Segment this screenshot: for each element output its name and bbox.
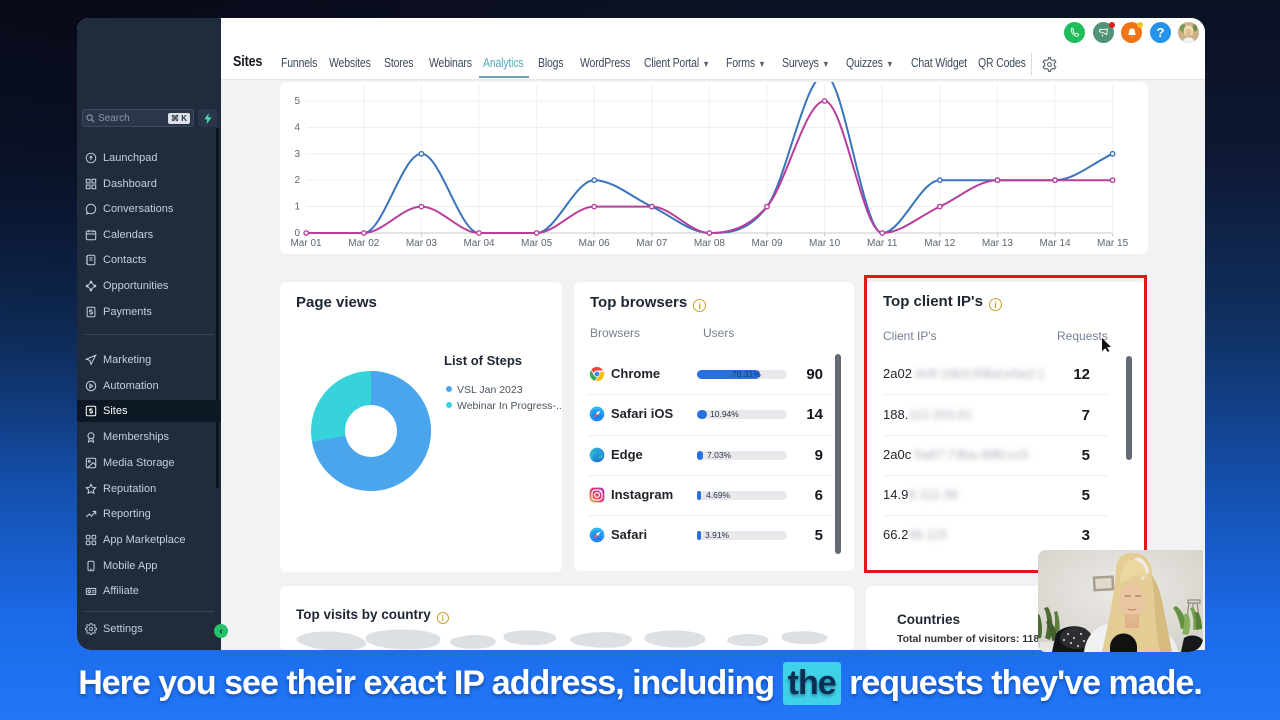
svg-text:Mar 07: Mar 07: [636, 238, 668, 249]
svg-text:5: 5: [294, 96, 300, 107]
svg-text:1: 1: [294, 202, 300, 213]
svg-text:0: 0: [294, 228, 300, 239]
svg-text:Mar 03: Mar 03: [406, 238, 438, 249]
svg-text:Mar 10: Mar 10: [809, 238, 841, 249]
svg-text:3: 3: [294, 149, 300, 160]
svg-text:Mar 06: Mar 06: [579, 238, 611, 249]
svg-text:2: 2: [294, 175, 300, 186]
svg-text:Mar 04: Mar 04: [463, 238, 495, 249]
svg-text:Mar 11: Mar 11: [867, 238, 898, 249]
svg-text:4: 4: [294, 122, 300, 133]
svg-text:Mar 12: Mar 12: [924, 238, 956, 249]
svg-text:Mar 08: Mar 08: [694, 238, 726, 249]
svg-text:Mar 15: Mar 15: [1097, 238, 1129, 249]
svg-text:Mar 13: Mar 13: [982, 238, 1014, 249]
svg-text:Mar 09: Mar 09: [751, 238, 783, 249]
svg-text:Mar 02: Mar 02: [348, 238, 380, 249]
svg-text:Mar 01: Mar 01: [290, 238, 322, 249]
svg-text:Mar 14: Mar 14: [1039, 238, 1071, 249]
svg-text:Mar 05: Mar 05: [521, 238, 553, 249]
